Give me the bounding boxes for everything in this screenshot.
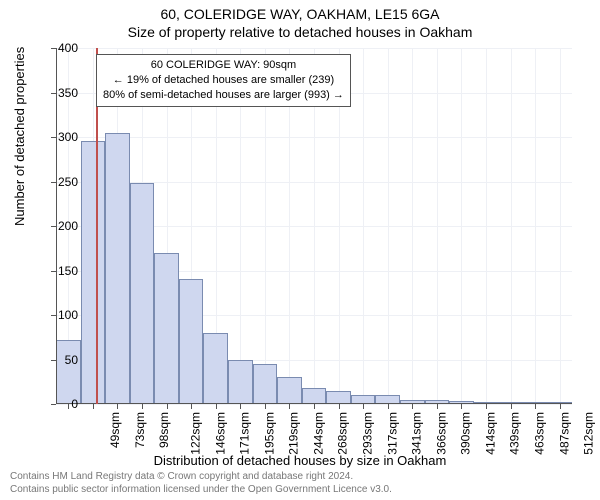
y-tick-label: 0 xyxy=(38,397,78,411)
x-tick-label: 293sqm xyxy=(361,412,375,455)
x-tick-label: 317sqm xyxy=(385,412,399,455)
x-tick-mark xyxy=(437,404,438,409)
y-tick-label: 200 xyxy=(38,219,78,233)
x-tick-label: 146sqm xyxy=(213,412,227,455)
x-tick-label: 414sqm xyxy=(484,412,498,455)
x-tick-mark xyxy=(240,404,241,409)
y-tick-label: 50 xyxy=(38,353,78,367)
x-tick-label: 366sqm xyxy=(434,412,448,455)
x-tick-label: 268sqm xyxy=(336,412,350,455)
annotation-box: 60 COLERIDGE WAY: 90sqm← 19% of detached… xyxy=(96,54,351,107)
y-tick-label: 100 xyxy=(38,308,78,322)
gridline-vertical xyxy=(412,48,413,404)
histogram-bar xyxy=(154,253,179,404)
gridline-vertical xyxy=(363,48,364,404)
x-axis-line xyxy=(56,403,572,404)
page-subtitle: Size of property relative to detached ho… xyxy=(0,22,600,44)
x-tick-label: 195sqm xyxy=(262,412,276,455)
histogram-bar xyxy=(277,377,302,404)
x-tick-mark xyxy=(142,404,143,409)
gridline-vertical xyxy=(437,48,438,404)
x-tick-mark xyxy=(339,404,340,409)
x-tick-mark xyxy=(388,404,389,409)
gridline-vertical xyxy=(486,48,487,404)
gridline-vertical xyxy=(461,48,462,404)
x-tick-label: 487sqm xyxy=(557,412,571,455)
chart-plot-area: 60 COLERIDGE WAY: 90sqm← 19% of detached… xyxy=(56,48,572,404)
x-axis-label: Distribution of detached houses by size … xyxy=(0,453,600,468)
histogram-bar xyxy=(179,279,204,404)
x-tick-mark xyxy=(93,404,94,409)
histogram-bar xyxy=(81,141,106,404)
x-tick-mark xyxy=(486,404,487,409)
histogram-bar xyxy=(326,391,351,404)
x-tick-mark xyxy=(216,404,217,409)
y-axis-label: Number of detached properties xyxy=(12,47,27,226)
x-tick-label: 512sqm xyxy=(582,412,596,455)
y-tick-label: 250 xyxy=(38,175,78,189)
x-tick-label: 463sqm xyxy=(533,412,547,455)
histogram-bar xyxy=(253,364,278,404)
x-tick-mark xyxy=(560,404,561,409)
x-tick-mark xyxy=(265,404,266,409)
gridline-vertical xyxy=(535,48,536,404)
x-tick-mark xyxy=(289,404,290,409)
x-tick-mark xyxy=(511,404,512,409)
x-tick-label: 122sqm xyxy=(189,412,203,455)
annotation-line2: ← 19% of detached houses are smaller (23… xyxy=(103,73,344,88)
x-tick-label: 439sqm xyxy=(508,412,522,455)
x-tick-mark xyxy=(461,404,462,409)
x-tick-label: 49sqm xyxy=(108,412,122,448)
annotation-line3: 80% of semi-detached houses are larger (… xyxy=(103,88,344,103)
page-title-address: 60, COLERIDGE WAY, OAKHAM, LE15 6GA xyxy=(0,0,600,22)
x-tick-mark xyxy=(535,404,536,409)
y-tick-label: 150 xyxy=(38,264,78,278)
footer-attribution: Contains HM Land Registry data © Crown c… xyxy=(10,470,392,496)
histogram-bar xyxy=(105,133,130,404)
histogram-bar xyxy=(302,388,327,404)
x-tick-mark xyxy=(167,404,168,409)
footer-line2: Contains public sector information licen… xyxy=(10,483,392,496)
x-tick-mark xyxy=(363,404,364,409)
x-tick-mark xyxy=(412,404,413,409)
y-tick-label: 400 xyxy=(38,41,78,55)
histogram-bar xyxy=(203,333,228,404)
histogram-bar xyxy=(130,183,155,404)
footer-line1: Contains HM Land Registry data © Crown c… xyxy=(10,470,392,483)
x-tick-label: 171sqm xyxy=(238,412,252,455)
y-tick-label: 300 xyxy=(38,130,78,144)
x-tick-mark xyxy=(117,404,118,409)
x-tick-mark xyxy=(191,404,192,409)
x-tick-label: 390sqm xyxy=(459,412,473,455)
annotation-line1: 60 COLERIDGE WAY: 90sqm xyxy=(103,58,344,73)
gridline-vertical xyxy=(511,48,512,404)
x-tick-mark xyxy=(314,404,315,409)
x-tick-label: 244sqm xyxy=(312,412,326,455)
x-tick-label: 73sqm xyxy=(133,412,147,448)
x-tick-label: 98sqm xyxy=(157,412,171,448)
gridline-vertical xyxy=(560,48,561,404)
y-tick-label: 350 xyxy=(38,86,78,100)
x-tick-label: 341sqm xyxy=(410,412,424,455)
gridline-vertical xyxy=(388,48,389,404)
histogram-bar xyxy=(228,360,253,405)
histogram-bar xyxy=(56,340,81,404)
x-tick-label: 219sqm xyxy=(287,412,301,455)
